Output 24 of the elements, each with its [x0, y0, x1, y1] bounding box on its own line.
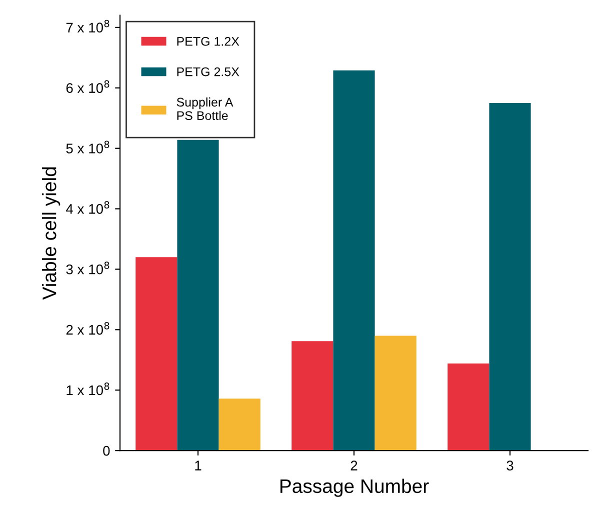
y-axis-title: Viable cell yield [42, 167, 60, 300]
bar [292, 341, 334, 451]
x-tick-label: 1 [195, 460, 202, 470]
bar [489, 103, 531, 451]
bar [448, 364, 490, 451]
x-tick-label: 2 [350, 460, 358, 470]
bar [374, 336, 416, 451]
x-axis-title: Passage Number [280, 478, 429, 497]
bar [136, 257, 178, 451]
bar [333, 70, 375, 451]
legend-label: PETG 2.5X [177, 67, 240, 76]
y-tick-label: 4 x 10$^{8}$ [66, 201, 110, 214]
legend-label: PETG 1.2X [177, 36, 240, 46]
y-tick-label: 3 x 10$^{8}$ [66, 262, 110, 274]
y-tick-label: 6 x 10$^{8}$ [66, 80, 110, 93]
bar [177, 140, 219, 451]
bar [218, 398, 260, 451]
y-tick-label: 5 x 10$^{8}$ [66, 140, 110, 154]
y-tick-label: 1 x 10$^{8}$ [66, 382, 110, 396]
y-tick-label: 7 x 10$^{8}$ [66, 20, 110, 33]
x-tick-label: 3 [506, 460, 514, 470]
legend-label: Supplier A PS Bottle [176, 97, 234, 120]
y-tick-label: 2 x 10$^{8}$ [66, 322, 110, 335]
y-tick-label: 0 [103, 446, 110, 456]
